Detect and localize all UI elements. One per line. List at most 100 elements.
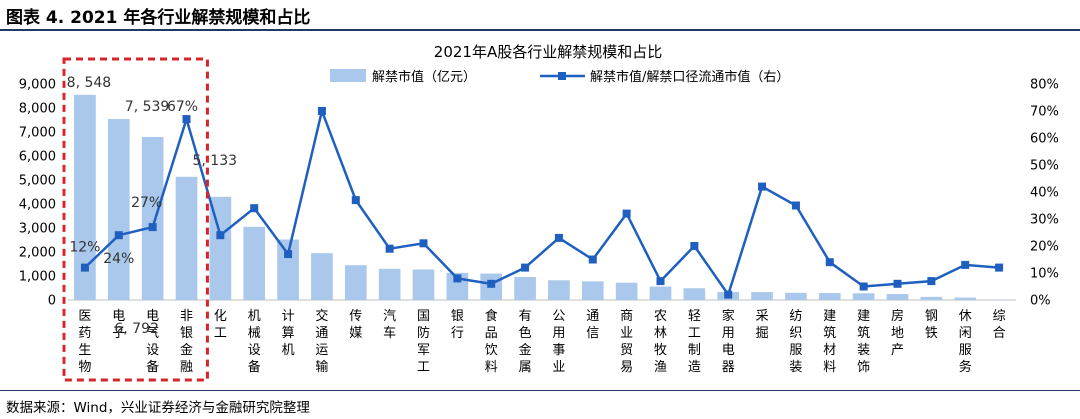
line-point-1 [80,263,89,272]
left-tick-label: 1,000 [19,270,56,285]
bar-26 [920,296,943,300]
line-point-11 [419,239,428,248]
data-label: 24% [103,251,134,267]
bar-14 [514,276,536,300]
line-point-10 [385,244,394,253]
bar-25 [886,294,909,300]
right-tick-label: 30% [1030,213,1059,228]
bar-7 [277,239,299,300]
category-label: 公用事业 [552,309,565,375]
right-tick-label: 0% [1030,294,1051,309]
line-point-4 [182,115,191,124]
left-tick-label: 6,000 [19,150,56,165]
line-point-6 [250,204,259,213]
bar-4 [175,176,198,300]
category-label: 食品饮料 [485,308,498,375]
line-point-22 [791,201,800,210]
line-point-9 [351,196,360,205]
bar-21 [751,292,773,300]
bar-1 [74,94,96,301]
bar-22 [785,292,807,300]
line-point-25 [893,279,902,288]
left-tick-label: 3,000 [19,222,56,237]
line-point-24 [859,282,868,291]
highlight-box [62,57,209,382]
right-tick-label: 20% [1030,240,1059,255]
data-label: 8, 548 [67,75,112,91]
bar-3 [141,136,164,300]
line-point-16 [588,255,597,264]
line-point-3 [148,223,157,232]
bar-23 [818,293,841,300]
category-label: 轻工制造 [688,309,701,375]
line-point-2 [114,231,123,240]
line-series [80,106,1004,299]
data-label: 27% [131,195,162,211]
line-point-23 [825,258,834,267]
line-point-15 [554,233,563,242]
left-axis: 0 1,000 2,000 3,000 4,000 5,000 6,000 7,000 8,00… [19,78,1016,309]
source-note: 数据来源：Wind，兴业证券经济与金融研究院整理 [6,400,310,416]
bar-2 [107,119,130,301]
legend-line-marker [558,72,566,80]
category-label: 汽车 [383,309,396,341]
bar-11 [412,269,435,300]
left-tick-label: 2,000 [19,246,56,261]
line-point-8 [317,107,326,115]
bar-15 [548,280,570,300]
line-point-19 [690,242,699,250]
footer-rule [0,390,1080,391]
category-label: 建筑装饰 [857,309,870,375]
header-rule [0,0,1080,31]
right-tick-label: 70% [1030,105,1059,120]
right-tick-label: 40% [1030,186,1059,201]
data-label: 12% [69,240,100,256]
line-point-26 [927,277,936,286]
bar-9 [344,265,367,300]
line-point-20 [724,290,733,299]
data-label: 67% [167,99,198,115]
category-label: 商业贸易 [620,309,633,375]
figure-title: 图表 4. 2021 年各行业解禁规模和占比 [6,8,311,28]
line-point-7 [284,250,293,259]
bar-24 [852,293,875,300]
category-label: 医药生物 [78,309,91,375]
right-tick-label: 10% [1030,267,1059,282]
left-tick-label: 7,000 [19,126,56,141]
bar-19 [683,288,706,300]
category-label: 钢铁 [925,309,938,341]
right-axis: 0% 10% 20% 30% 40% 50% 60% 70% 80% [1030,78,1059,309]
line-point-13 [487,279,496,288]
chart-title: 2021年A股各行业解禁规模和占比 [434,43,662,61]
bar-16 [581,281,604,300]
chart-area: 2021年A股各行业解禁规模和占比 解禁市值（亿元） 解禁市值/解禁口径流通市值… [19,43,1059,382]
line-point-28 [995,263,1004,272]
legend-bar-label: 解禁市值（亿元） [372,69,476,85]
right-tick-label: 50% [1030,159,1059,174]
line-point-18 [656,277,665,286]
legend-bar-swatch [330,69,366,82]
bar-10 [378,268,401,300]
right-tick-label: 60% [1030,132,1059,147]
category-label: 银行 [451,309,464,341]
bar-6 [243,226,266,300]
bar-5 [209,196,232,300]
data-label: 5, 133 [193,153,238,169]
line-point-17 [622,209,631,218]
category-label: 计算机 [282,309,295,358]
category-label: 休闲服务 [959,309,972,375]
bar-series [74,94,1010,301]
bar-18 [649,286,672,300]
data-label: 7, 539 [125,99,170,115]
left-tick-label: 5,000 [19,174,56,189]
line-point-12 [453,274,462,283]
category-label: 家用电器 [722,308,735,375]
category-label: 建筑材料 [823,309,836,375]
category-label: 电气设备 [146,309,159,375]
category-label: 综合 [993,309,1006,341]
category-label: 通信 [586,309,599,341]
line-path [84,106,1000,298]
right-tick-label: 80% [1030,78,1059,93]
category-label: 房地产 [891,308,904,358]
